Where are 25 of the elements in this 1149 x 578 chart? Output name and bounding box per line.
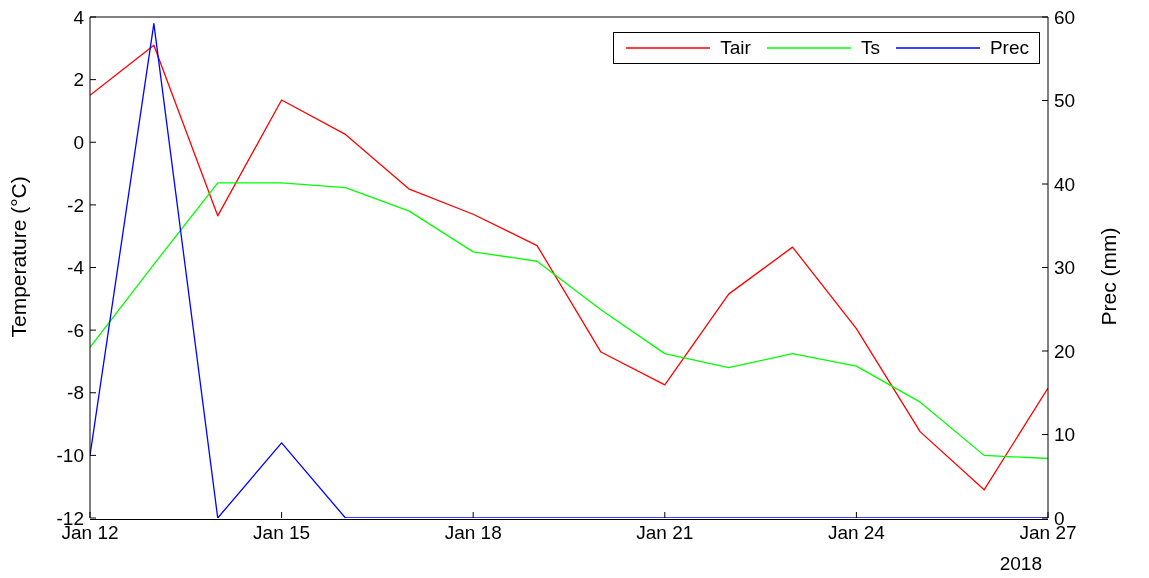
y-tick-label: 0	[73, 131, 84, 153]
x-tick-label: Jan 21	[636, 522, 694, 544]
y2-axis-title: Prec (mm)	[1097, 227, 1121, 326]
y2-tick-label: 10	[1054, 424, 1076, 446]
y-tick-label: -4	[67, 257, 85, 279]
y2-tick-label: 30	[1054, 257, 1076, 279]
y2-tick-label: 40	[1054, 173, 1076, 195]
x-tick-label: Jan 24	[827, 522, 886, 544]
x-tick-label: Jan 18	[444, 522, 502, 544]
x-tick-label: Jan 15	[253, 522, 311, 544]
line-series	[90, 182, 1048, 460]
legend-label: Ts	[860, 37, 880, 59]
y2-tick-label: 20	[1054, 340, 1076, 362]
y-tick-label: -2	[67, 194, 84, 216]
legend-label: Tair	[720, 37, 751, 59]
y-tick-label: -6	[67, 319, 84, 341]
y-tick-label: -8	[67, 382, 84, 404]
legend-label: Prec	[989, 37, 1029, 59]
y-tick-label: -10	[56, 445, 84, 467]
y-axis-title: Temperature (°C)	[7, 176, 31, 338]
y2-tick-label: 50	[1054, 90, 1076, 112]
text: 2018	[999, 553, 1042, 575]
y2-tick-label: 60	[1054, 6, 1076, 28]
y-tick-label: 4	[73, 6, 85, 28]
y-tick-label: 2	[73, 69, 84, 91]
